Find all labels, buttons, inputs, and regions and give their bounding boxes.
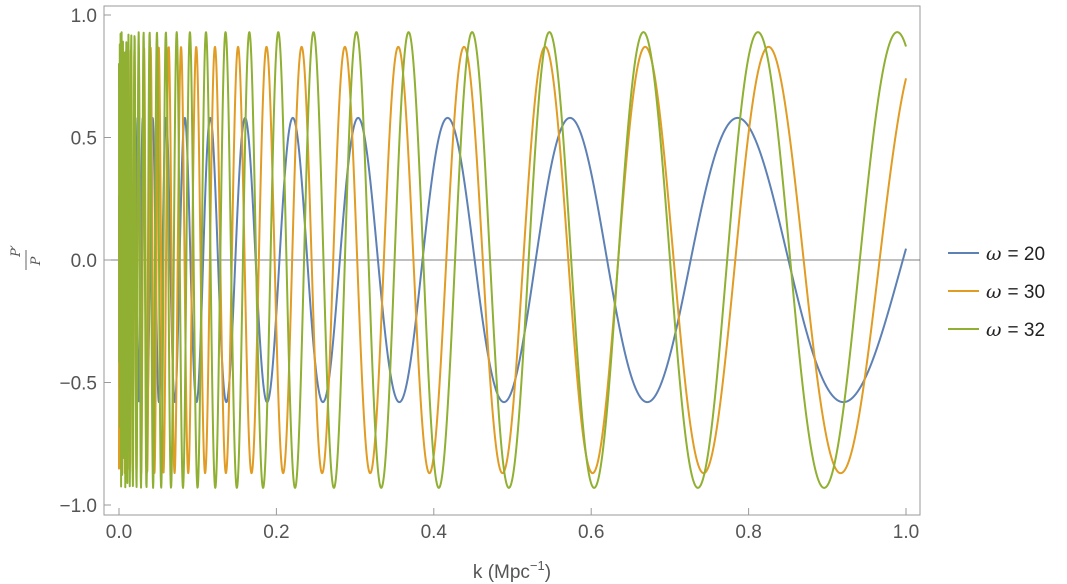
x-tick-label: 1.0 — [893, 522, 919, 543]
axis-ticks: 0.0 0.2 0.4 0.6 0.8 1.0 −1.0 −0.5 0.0 0.5 1.0 — [59, 6, 919, 543]
legend: ω = 20 ω = 30 ω = 32 — [948, 243, 1045, 341]
x-tick-label: 0.2 — [263, 522, 289, 543]
plot-frame — [103, 5, 921, 516]
series-line — [118, 45, 907, 475]
y-tick-label: 1.0 — [71, 6, 97, 27]
series-layer — [118, 31, 907, 489]
legend-label: ω = 20 — [986, 243, 1045, 265]
x-tick-label: 0.8 — [735, 522, 761, 543]
legend-item: ω = 32 — [948, 319, 1045, 341]
y-tick-label: −0.5 — [59, 374, 97, 395]
x-axis-label-close: ) — [545, 562, 551, 583]
series-line — [118, 116, 907, 404]
y-axis-label-numerator: P′ — [9, 245, 24, 258]
x-tick-label: 0.0 — [106, 522, 132, 543]
y-tick-label: −1.0 — [59, 496, 97, 517]
x-tick-label: 0.6 — [578, 522, 604, 543]
legend-item: ω = 30 — [948, 281, 1045, 303]
y-axis-label-denominator: P — [29, 256, 44, 266]
legend-item: ω = 20 — [948, 243, 1045, 265]
x-axis-label: k (Mpc−1) — [473, 558, 551, 583]
legend-label: ω = 30 — [986, 281, 1045, 303]
y-tick-label: 0.0 — [71, 251, 97, 272]
x-tick-label: 0.4 — [421, 522, 448, 543]
x-axis-label-exponent: −1 — [530, 558, 545, 573]
series-line — [118, 31, 907, 489]
legend-label: ω = 32 — [986, 319, 1045, 341]
y-tick-label: 0.5 — [71, 129, 97, 150]
